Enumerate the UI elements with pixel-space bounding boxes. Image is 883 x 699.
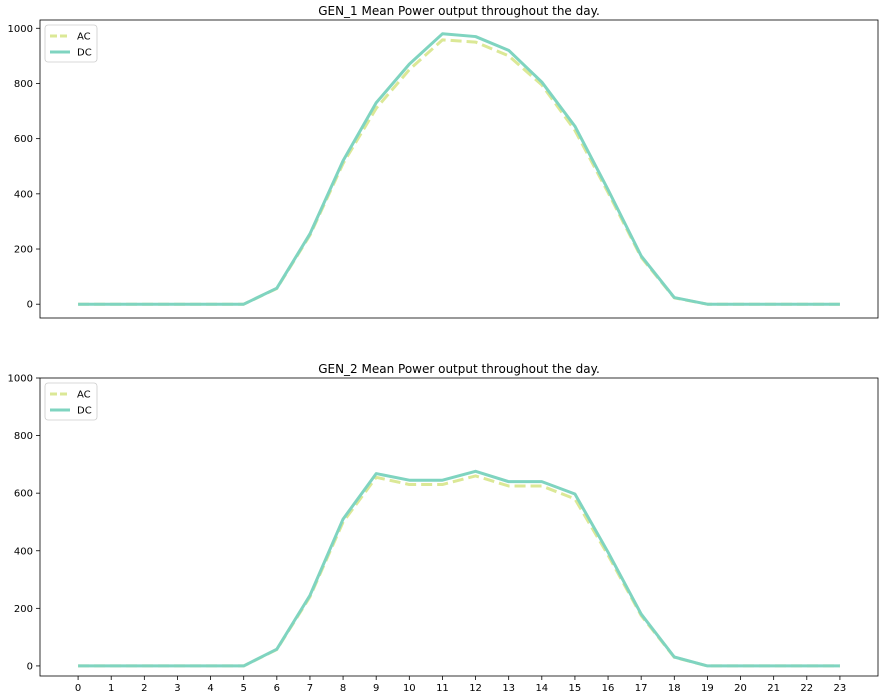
x-tick-label: 20 xyxy=(734,683,747,694)
x-tick-label: 7 xyxy=(307,683,313,694)
plot-frame xyxy=(39,377,879,677)
series-line-ac xyxy=(78,38,840,306)
x-tick-label: 15 xyxy=(569,683,582,694)
y-tick-label: 600 xyxy=(14,134,33,145)
x-tick-label: 17 xyxy=(635,683,648,694)
series-line-dc xyxy=(78,32,840,306)
y-tick-label: 400 xyxy=(14,189,33,200)
y-tick-label: 200 xyxy=(14,604,33,615)
legend-label-dc: DC xyxy=(77,406,92,417)
y-tick-label: 600 xyxy=(14,489,33,500)
chart-title: GEN_2 Mean Power output throughout the d… xyxy=(318,362,600,376)
legend-label-ac: AC xyxy=(77,32,91,43)
legend: AC DC xyxy=(44,24,98,63)
y-tick-label: 400 xyxy=(14,546,33,557)
x-tick-label: 11 xyxy=(436,683,449,694)
y-tick-label: 200 xyxy=(14,245,33,256)
x-tick-label: 8 xyxy=(340,683,346,694)
chart-panel-1: GEN_1 Mean Power output throughout the d… xyxy=(8,4,879,319)
legend-label-ac: AC xyxy=(77,390,91,401)
x-tick-label: 2 xyxy=(141,683,147,694)
x-tick-label: 12 xyxy=(469,683,482,694)
x-tick-label: 10 xyxy=(403,683,416,694)
x-tick-label: 9 xyxy=(373,683,379,694)
chart-title: GEN_1 Mean Power output throughout the d… xyxy=(318,4,600,18)
x-tick-label: 0 xyxy=(75,683,81,694)
x-tick-label: 21 xyxy=(767,683,780,694)
x-tick-label: 22 xyxy=(800,683,813,694)
x-tick-label: 4 xyxy=(207,683,213,694)
y-tick-label: 0 xyxy=(27,300,33,311)
y-tick-label: 800 xyxy=(14,431,33,442)
x-tick-label: 16 xyxy=(602,683,615,694)
y-tick-label: 800 xyxy=(14,79,33,90)
x-tick-label: 3 xyxy=(174,683,180,694)
series-line-ac xyxy=(78,474,840,668)
x-tick-label: 23 xyxy=(834,683,847,694)
x-tick-label: 19 xyxy=(701,683,714,694)
y-tick-label: 1000 xyxy=(8,24,33,35)
x-tick-label: 1 xyxy=(108,683,114,694)
x-tick-label: 13 xyxy=(502,683,515,694)
plot-frame xyxy=(39,19,879,319)
chart-panel-2: GEN_2 Mean Power output throughout the d… xyxy=(8,362,879,694)
legend-label-dc: DC xyxy=(77,48,92,59)
x-tick-label: 5 xyxy=(241,683,247,694)
x-tick-label: 18 xyxy=(668,683,681,694)
x-tick-label: 6 xyxy=(274,683,280,694)
series-line-dc xyxy=(78,469,840,668)
y-tick-label: 0 xyxy=(27,661,33,672)
legend: AC DC xyxy=(44,382,98,421)
y-tick-label: 1000 xyxy=(8,374,33,385)
x-tick-label: 14 xyxy=(535,683,548,694)
